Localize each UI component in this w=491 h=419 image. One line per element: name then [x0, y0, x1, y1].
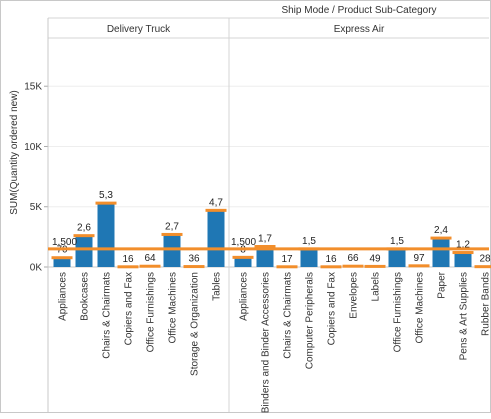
x-category-label: Binders and Binder Accessories: [261, 272, 272, 413]
bar[interactable]: [97, 203, 115, 267]
bar-cap-marker: [232, 255, 254, 259]
bar-value-label: 1,7: [258, 234, 272, 245]
bar-value-label: 2,4: [434, 225, 448, 236]
x-category-label: Appliances: [239, 272, 250, 321]
bar-value-label: 16: [325, 254, 337, 265]
bar-cap-marker: [452, 251, 474, 255]
bar-value-label: 1,5: [302, 236, 316, 247]
x-category-label: Rubber Bands: [481, 272, 491, 336]
bar-value-label: 36: [188, 254, 200, 265]
y-tick-label: 10K: [24, 142, 42, 153]
bar-value-label: 5,3: [99, 190, 113, 201]
reference-line-label: 1,500: [231, 237, 256, 248]
bar[interactable]: [256, 246, 274, 267]
bar-value-label: 97: [413, 253, 425, 264]
bar-cap-marker: [276, 265, 298, 269]
bar-cap-marker: [408, 264, 430, 268]
x-category-label: Paper: [437, 271, 448, 298]
bar[interactable]: [53, 257, 71, 267]
x-category-label: Tables: [212, 272, 223, 301]
bar-value-label: 16: [122, 254, 134, 265]
x-category-label: Storage & Organization: [190, 272, 201, 376]
bar-cap-marker: [161, 232, 183, 236]
x-category-label: Labels: [371, 272, 382, 301]
bar[interactable]: [75, 235, 93, 267]
bar-cap-marker: [183, 265, 205, 269]
bar-cap-marker: [474, 265, 491, 269]
group-label: Express Air: [334, 24, 385, 35]
reference-line-label: 1,500: [52, 237, 77, 248]
bar[interactable]: [234, 257, 252, 267]
x-category-label: Office Machines: [168, 272, 179, 344]
x-category-label: Office Furnishings: [393, 272, 404, 352]
y-tick-label: 0K: [30, 263, 43, 274]
bar-value-label: 1,5: [390, 236, 404, 247]
x-category-label: Copiers and Fax: [327, 272, 338, 345]
bar-value-label: 4,7: [209, 197, 223, 208]
y-axis-title: SUM(Quantity ordered new): [9, 90, 20, 215]
bar-cap-marker: [342, 264, 364, 268]
bar-value-label: 66: [347, 253, 359, 264]
x-category-label: Pens & Art Supplies: [459, 272, 470, 360]
x-category-label: Chairs & Chairmats: [102, 272, 113, 359]
bar-value-label: 28: [479, 254, 491, 265]
bar-value-label: 49: [369, 253, 381, 264]
bar-value-label: 17: [281, 254, 293, 265]
bar-value-label: 2,6: [77, 223, 91, 234]
x-category-label: Office Furnishings: [146, 272, 157, 352]
group-label: Delivery Truck: [107, 24, 171, 35]
bar-cap-marker: [139, 264, 161, 268]
bar-value-label: 1,2: [456, 240, 470, 251]
bar[interactable]: [388, 248, 406, 267]
bar-cap-marker: [430, 236, 452, 240]
bar-cap-marker: [320, 265, 342, 269]
x-category-label: Chairs & Chairmats: [283, 272, 294, 359]
bar[interactable]: [300, 248, 318, 267]
x-category-label: Appliances: [58, 272, 69, 321]
y-tick-label: 5K: [30, 202, 43, 213]
bar-cap-marker: [254, 245, 276, 249]
bar-cap-marker: [73, 234, 95, 238]
bar-value-label: 64: [144, 253, 156, 264]
bar-value-label: 2,7: [165, 221, 179, 232]
y-tick-label: 15K: [24, 82, 42, 93]
bar[interactable]: [163, 234, 181, 267]
x-category-label: Computer Peripherals: [305, 272, 316, 369]
bar[interactable]: [454, 252, 472, 267]
x-category-label: Bookcases: [80, 272, 91, 321]
bar-cap-marker: [364, 264, 386, 268]
bar[interactable]: [432, 238, 450, 267]
bar-cap-marker: [117, 265, 139, 269]
chart-header: Ship Mode / Product Sub-Category: [281, 5, 436, 16]
x-category-label: Copiers and Fax: [124, 272, 135, 345]
bar-cap-marker: [95, 201, 117, 205]
x-category-label: Office Machines: [415, 272, 426, 344]
bar-cap-marker: [51, 256, 73, 260]
bar[interactable]: [207, 210, 225, 267]
bar-cap-marker: [205, 208, 227, 212]
x-category-label: Envelopes: [349, 272, 360, 319]
